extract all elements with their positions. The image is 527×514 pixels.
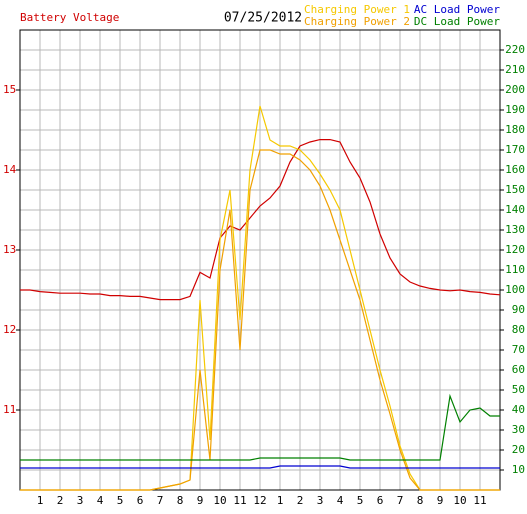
x-tick-label: 2 [57,494,64,507]
y2-tick-label: 90 [512,303,525,316]
x-tick-label: 9 [437,494,444,507]
x-tick-label: 7 [397,494,404,507]
x-tick-label: 10 [453,494,466,507]
y2-tick-label: 30 [512,423,525,436]
x-tick-label: 1 [37,494,44,507]
series-line [20,393,500,461]
x-tick-label: 4 [97,494,104,507]
y2-tick-label: 170 [505,143,525,156]
x-tick-label: 8 [177,494,184,507]
x-tick-label: 6 [377,494,384,507]
x-tick-label: 5 [357,494,364,507]
series-line [20,149,500,491]
y-tick-label: 15 [3,83,16,96]
y2-tick-label: 100 [505,283,525,296]
y2-tick-label: 160 [505,163,525,176]
series-line [20,465,500,469]
y2-tick-label: 150 [505,183,525,196]
series-line [20,139,501,301]
x-tick-label: 3 [317,494,324,507]
x-tick-label: 6 [137,494,144,507]
y2-tick-label: 220 [505,43,525,56]
plot-frame [19,29,501,491]
y2-tick-label: 120 [505,243,525,256]
y2-tick-label: 110 [505,263,525,276]
x-tick-label: 11 [473,494,486,507]
x-tick-label: 5 [117,494,124,507]
y2-tick-label: 50 [512,383,525,396]
x-tick-label: 1 [277,494,284,507]
x-tick-label: 4 [337,494,344,507]
y2-tick-label: 190 [505,103,525,116]
y2-tick-label: 140 [505,203,525,216]
legend-entry: Charging Power 1 [304,3,410,16]
x-tick-label: 11 [233,494,246,507]
y2-tick-label: 70 [512,343,525,356]
legend-entry: DC Load Power [414,15,500,28]
y2-tick-label: 200 [505,83,525,96]
y2-tick-label: 180 [505,123,525,136]
x-tick-label: 10 [213,494,226,507]
legend-entry: Charging Power 2 [304,15,410,28]
y-axis-legend: Battery Voltage [20,11,119,24]
y-tick-label: 11 [3,403,16,416]
x-tick-label: 8 [417,494,424,507]
x-tick-label: 3 [77,494,84,507]
y2-tick-label: 60 [512,363,525,376]
x-tick-label: 12 [253,494,266,507]
y2-tick-label: 130 [505,223,525,236]
y-tick-label: 12 [3,323,16,336]
y2-tick-label: 40 [512,403,525,416]
x-tick-label: 7 [157,494,164,507]
y2-tick-label: 20 [512,443,525,456]
y2-tick-label: 210 [505,63,525,76]
y2-tick-label: 10 [512,463,525,476]
y2-tick-label: 80 [512,323,525,336]
legend-entry: AC Load Power [414,3,500,16]
date-title: 07/25/2012 [224,11,302,26]
y-tick-label: 13 [3,243,16,256]
x-tick-label: 2 [297,494,304,507]
y-tick-label: 14 [3,163,17,176]
x-tick-label: 9 [197,494,204,507]
